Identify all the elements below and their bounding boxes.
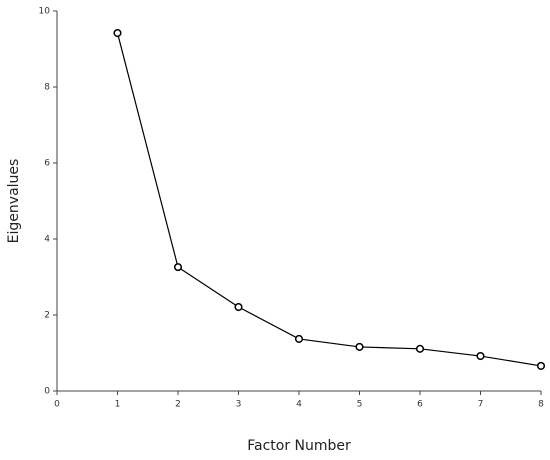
y-tick-label: 0	[44, 387, 50, 397]
x-tick-label: 7	[478, 400, 484, 410]
point	[294, 334, 304, 343]
point	[173, 263, 183, 272]
y-tick-label: 10	[39, 7, 51, 17]
y-tick-label: 6	[44, 159, 50, 169]
x-tick-label: 6	[417, 400, 423, 410]
y-tick-label: 8	[44, 83, 50, 93]
x-tick-label: 1	[115, 400, 121, 410]
x-tick-label: 8	[538, 400, 544, 410]
x-tick-label: 5	[357, 400, 363, 410]
x-tick-label: 3	[236, 400, 242, 410]
x-tick-label: 4	[296, 400, 302, 410]
point	[536, 361, 546, 370]
x-tick-label: 0	[54, 400, 60, 410]
series-line	[116, 32, 542, 367]
point	[234, 302, 243, 312]
point	[415, 344, 425, 353]
x-axis-label: Factor Number	[247, 438, 351, 454]
point	[113, 28, 122, 38]
y-tick-label: 2	[44, 311, 50, 321]
y-tick-label: 4	[44, 235, 50, 245]
y-axis-label: Eigenvalues	[6, 159, 22, 244]
point	[476, 351, 485, 361]
point	[355, 342, 364, 351]
x-tick-label: 2	[175, 400, 181, 410]
